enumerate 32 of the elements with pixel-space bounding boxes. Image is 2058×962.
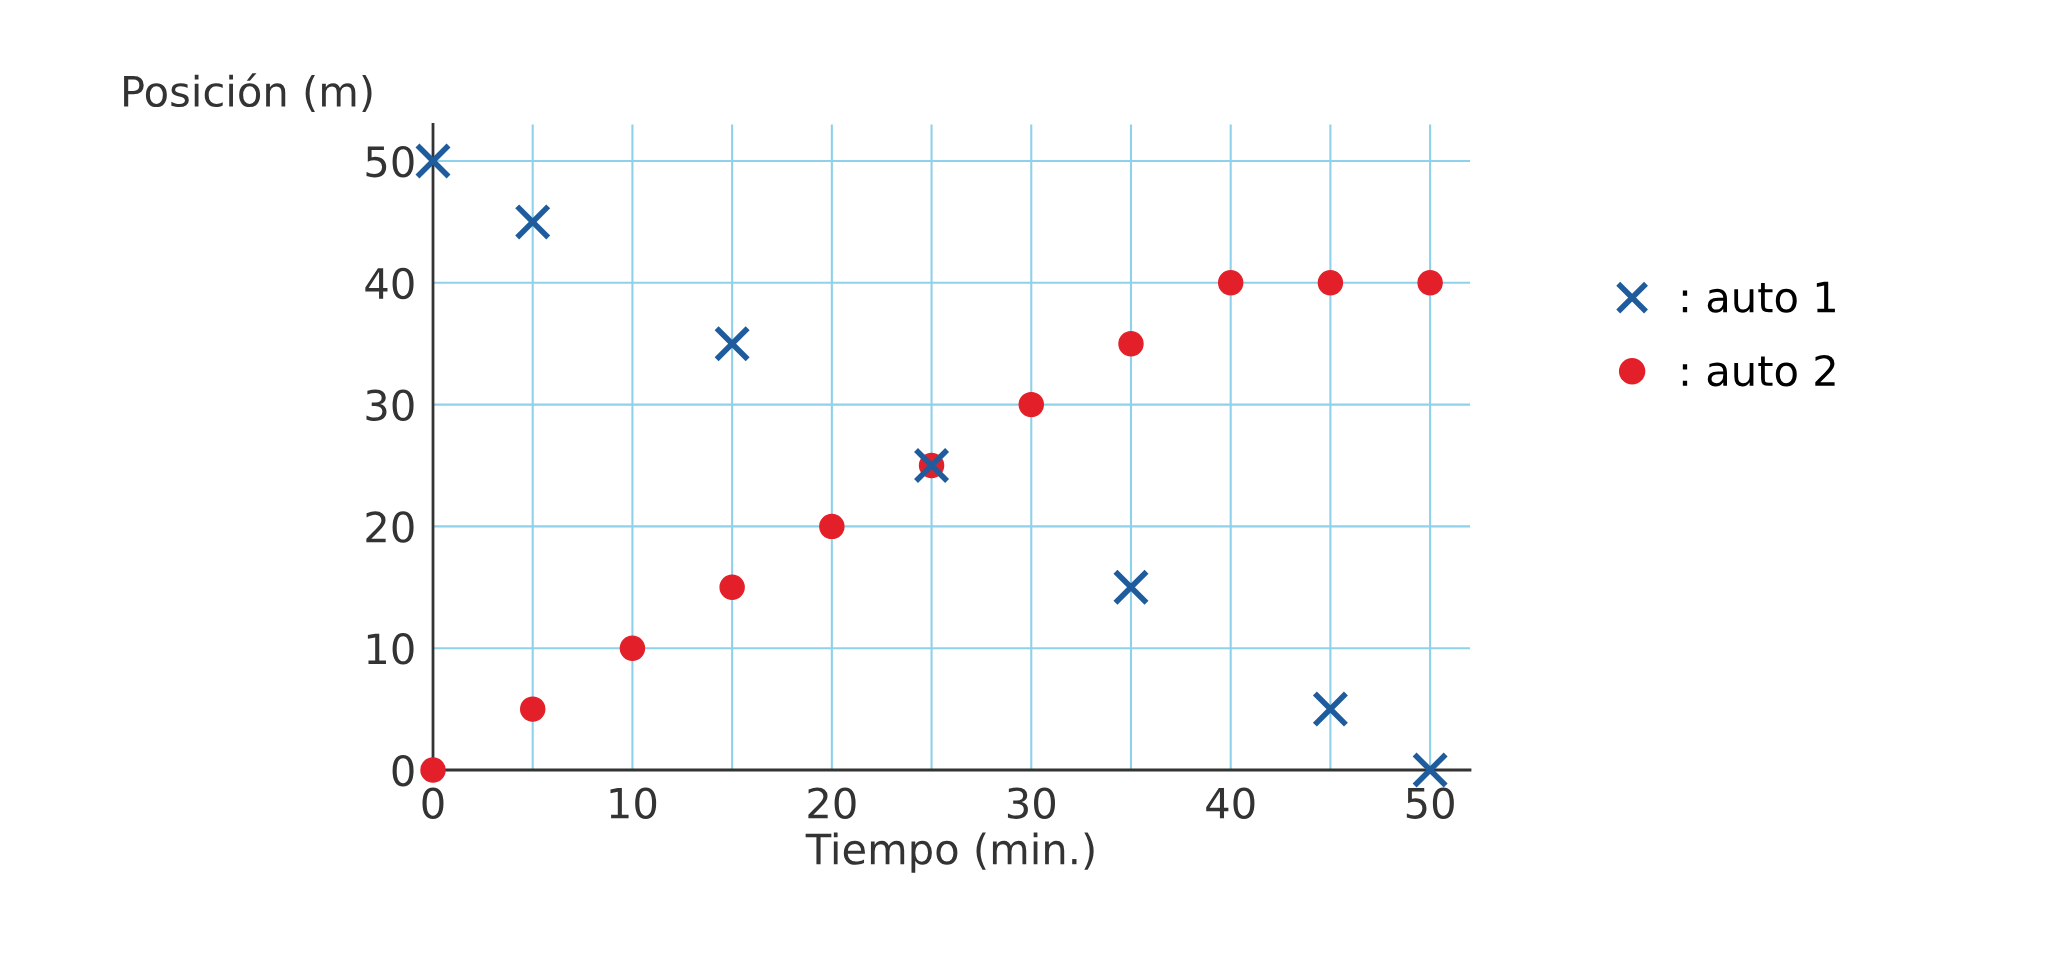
point [414, 142, 452, 180]
point [1312, 690, 1349, 728]
y-tick-label: 0 [392, 754, 414, 787]
point [1417, 270, 1443, 296]
point [819, 513, 845, 540]
x-tick-label: 10 [610, 787, 657, 819]
point [1118, 330, 1144, 357]
y-axis-title: Posición (m) [124, 73, 372, 112]
point [713, 325, 751, 363]
y-tick-label: 10 [367, 633, 414, 665]
point [519, 696, 546, 722]
y-tick-label: 30 [366, 389, 414, 422]
x-tick-label: 50 [1406, 787, 1454, 819]
point [1112, 568, 1150, 606]
legend-label: : auto 1 [1682, 281, 1835, 313]
x-tick-label: 40 [1206, 787, 1255, 819]
y-tick-label: 20 [366, 511, 414, 543]
point [1411, 751, 1449, 789]
point [619, 635, 646, 661]
point [1317, 270, 1344, 296]
point [1217, 270, 1244, 296]
x-tick-label: 30 [1007, 787, 1056, 819]
point [514, 203, 552, 241]
x-axis-title: Tiempo (min.) [805, 832, 1094, 873]
point [1018, 391, 1044, 418]
point [719, 574, 745, 601]
point [420, 757, 446, 783]
x-tick-label: 20 [808, 787, 856, 819]
y-tick-label: 50 [366, 145, 414, 178]
legend-label: : auto 2 [1682, 354, 1835, 387]
x-tick-label: 0 [422, 787, 444, 819]
y-tick-label: 40 [365, 267, 414, 300]
